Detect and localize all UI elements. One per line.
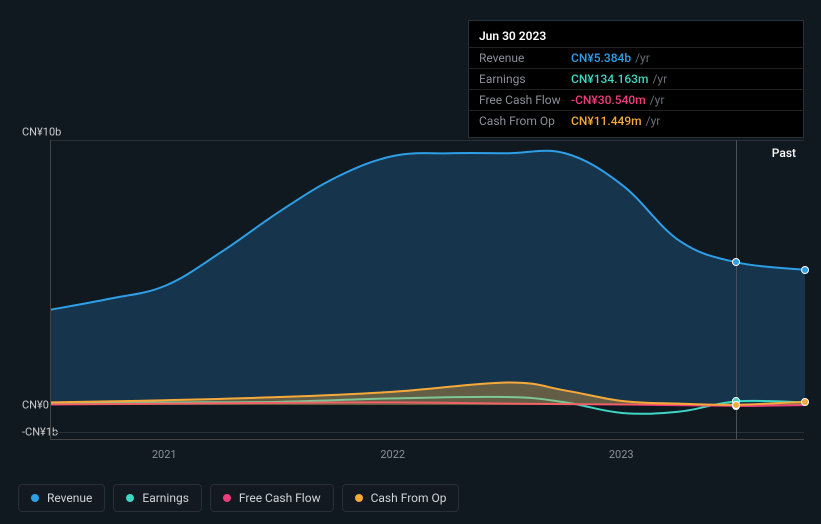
legend-item-revenue[interactable]: Revenue xyxy=(18,484,105,512)
y-axis-label-top: CN¥10b xyxy=(22,126,61,139)
hover-dot-revenue xyxy=(732,258,740,266)
tooltip-row: Cash From OpCN¥11.449m/yr xyxy=(469,110,803,131)
legend-item-earnings[interactable]: Earnings xyxy=(113,484,202,512)
chart-box: Past xyxy=(18,140,804,440)
chart-container: Jun 30 2023 RevenueCN¥5.384b/yrEarningsC… xyxy=(0,0,821,524)
tooltip-row: RevenueCN¥5.384b/yr xyxy=(469,47,803,68)
legend-dot-icon xyxy=(355,494,363,502)
tooltip-row-label: Free Cash Flow xyxy=(479,92,571,108)
tooltip-row-value: CN¥134.163m xyxy=(571,71,648,87)
hover-tooltip: Jun 30 2023 RevenueCN¥5.384b/yrEarningsC… xyxy=(468,20,804,138)
tooltip-row: EarningsCN¥134.163m/yr xyxy=(469,68,803,89)
tooltip-row-label: Earnings xyxy=(479,71,571,87)
x-axis-tick-label: 2021 xyxy=(152,448,177,461)
legend-item-label: Cash From Op xyxy=(371,491,447,505)
tooltip-row-value: -CN¥30.540m xyxy=(571,92,646,108)
legend-item-fcf[interactable]: Free Cash Flow xyxy=(210,484,334,512)
tooltip-row-unit: /yr xyxy=(652,71,667,87)
x-axis-labels: 2021 2022 2023 xyxy=(50,448,804,468)
legend-item-label: Revenue xyxy=(47,491,92,505)
tooltip-row-unit: /yr xyxy=(635,50,650,66)
legend-dot-icon xyxy=(126,494,134,502)
tooltip-row-value: CN¥5.384b xyxy=(571,50,631,66)
chart-plot-area[interactable]: Past xyxy=(50,140,804,440)
legend-dot-icon xyxy=(223,494,231,502)
legend-item-label: Free Cash Flow xyxy=(239,491,321,505)
legend-dot-icon xyxy=(31,494,39,502)
tooltip-row-unit: /yr xyxy=(646,113,661,129)
tooltip-row-unit: /yr xyxy=(650,92,665,108)
end-dot-cfo xyxy=(801,398,809,406)
chart-legend: Revenue Earnings Free Cash Flow Cash From O… xyxy=(18,484,459,512)
tooltip-row: Free Cash Flow-CN¥30.540m/yr xyxy=(469,89,803,110)
tooltip-date: Jun 30 2023 xyxy=(469,27,803,47)
tooltip-row-value: CN¥11.449m xyxy=(571,113,642,129)
tooltip-row-label: Revenue xyxy=(479,50,571,66)
end-dot-revenue xyxy=(801,266,809,274)
x-axis-tick-label: 2022 xyxy=(380,448,405,461)
hover-dot-cfo xyxy=(732,401,740,409)
chart-area-revenue xyxy=(51,151,805,405)
legend-item-label: Earnings xyxy=(142,491,189,505)
hover-guideline xyxy=(736,140,737,439)
tooltip-row-label: Cash From Op xyxy=(479,113,571,129)
legend-item-cfo[interactable]: Cash From Op xyxy=(342,484,460,512)
chart-svg xyxy=(51,140,805,440)
x-axis-tick-label: 2023 xyxy=(609,448,634,461)
